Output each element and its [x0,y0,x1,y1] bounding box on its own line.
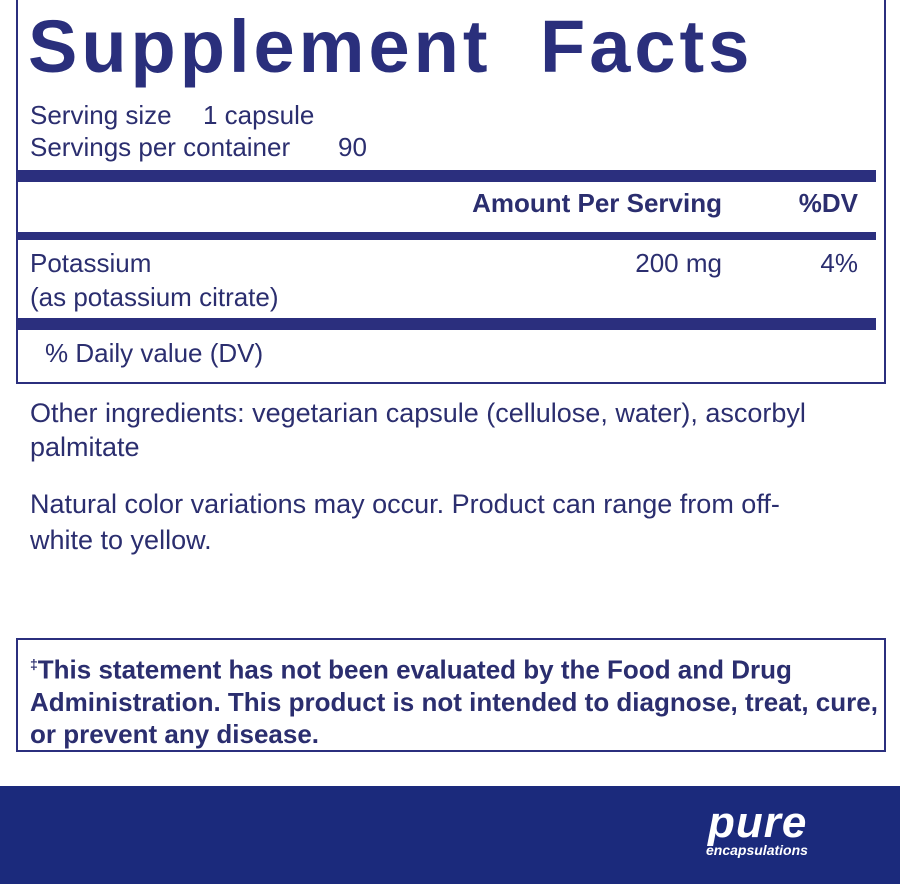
servings-value: 90 [338,132,367,162]
facts-box [16,0,886,384]
footer [0,786,900,884]
brand-sub: encapsulations [706,842,808,858]
nutrient-amount: 200 mg [635,248,722,278]
nutrient-detail: (as potassium citrate) [30,282,279,312]
disclaimer-box [16,638,886,752]
other-ingredients: Other ingredients: vegetarian capsule (c… [30,398,806,462]
serving-size-label: Serving size [30,100,172,130]
nutrient-dv: 4% [820,248,858,278]
footnote: % Daily value (DV) [45,338,264,368]
rule [18,232,876,240]
nutrient-name: Potassium [30,248,152,278]
disclaimer: ‡This statement has not been evaluated b… [30,648,880,750]
serving-size-value: 1 capsule [203,100,315,130]
brand-name: pure [708,798,808,847]
disclaimer-text: This statement has not been evaluated by… [30,654,878,749]
note: Natural color variations may occur. Prod… [30,489,780,555]
servings-label: Servings per container [30,132,291,162]
disclaimer-mark: ‡ [30,656,38,672]
column-header: %DV [798,188,858,218]
rule [18,170,876,182]
rule [18,318,876,330]
title: Supplement Facts [28,5,754,88]
column-header: Amount Per Serving [472,188,722,218]
